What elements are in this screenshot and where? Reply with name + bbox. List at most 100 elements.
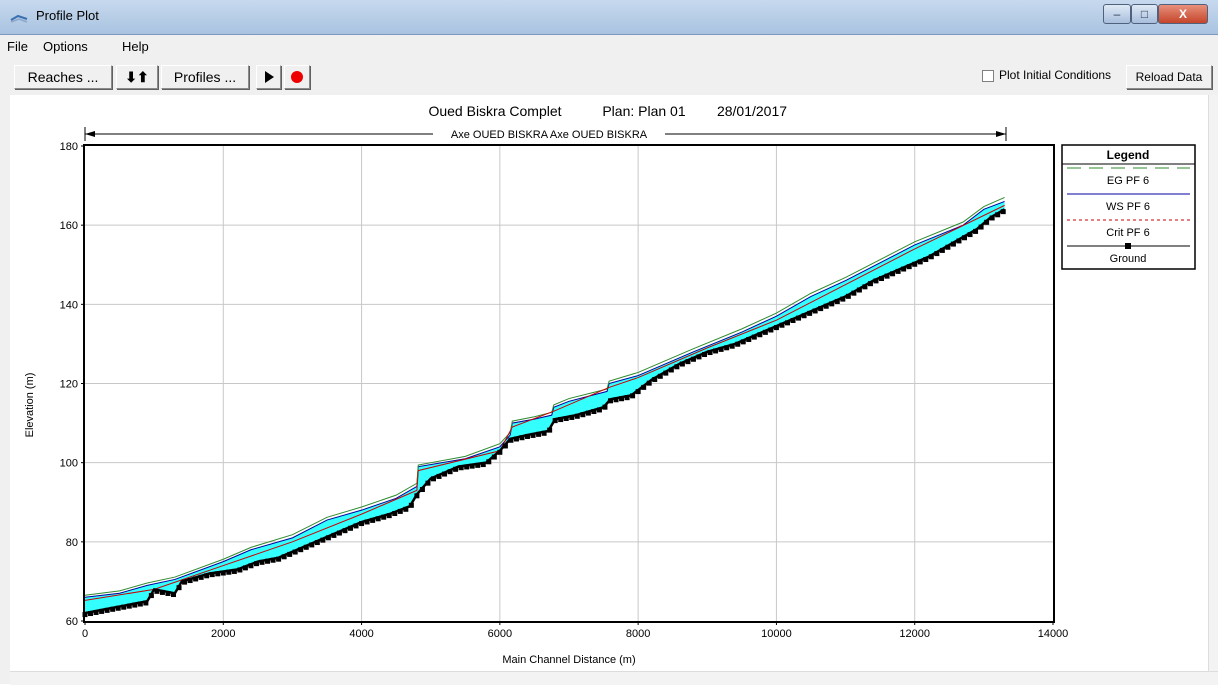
ground-marker (342, 528, 348, 534)
ground-marker (292, 549, 298, 555)
ground-marker (845, 293, 851, 299)
ground-marker (867, 281, 873, 287)
ground-marker (746, 336, 752, 342)
ground-marker (331, 532, 337, 538)
ground-marker (873, 278, 879, 284)
ground-marker (408, 502, 414, 508)
ground-marker (397, 508, 403, 514)
ground-marker (956, 238, 962, 244)
menu-file[interactable]: File (7, 39, 28, 54)
legend-marker (1125, 243, 1131, 249)
ground-marker (967, 232, 973, 238)
reaches-button[interactable]: Reaches ... (14, 65, 112, 89)
record-icon (291, 71, 303, 83)
ground-marker (348, 525, 354, 531)
ground-marker (635, 389, 641, 395)
ground-marker (912, 261, 918, 267)
ground-marker (265, 558, 271, 564)
ground-marker (624, 395, 630, 401)
ground-marker (320, 537, 326, 543)
legend-title: Legend (1107, 148, 1150, 162)
ground-marker (934, 251, 940, 257)
ground-marker (995, 212, 1001, 218)
ground-marker (1000, 209, 1006, 215)
y-tick-label: 60 (66, 616, 78, 628)
ground-marker (652, 376, 658, 382)
close-button[interactable]: X (1158, 4, 1208, 24)
reload-data-button[interactable]: Reload Data (1126, 65, 1212, 89)
ground-marker (751, 334, 757, 340)
ground-marker (602, 404, 608, 410)
ground-marker (884, 273, 890, 279)
y-tick-label: 140 (60, 299, 78, 311)
ground-marker (231, 568, 237, 574)
ground-marker (735, 341, 741, 347)
ground-marker (690, 356, 696, 362)
ground-marker (132, 602, 138, 608)
ground-marker (525, 433, 531, 439)
ground-marker (364, 519, 370, 525)
app-icon (10, 14, 28, 23)
ground-marker (486, 459, 492, 465)
ground-marker (945, 244, 951, 250)
ground-marker (530, 432, 536, 438)
ground-marker (353, 523, 359, 529)
ground-marker (558, 417, 564, 423)
ground-marker (137, 601, 143, 607)
minimize-button[interactable]: – (1103, 4, 1131, 24)
ground-marker (724, 345, 730, 351)
record-button[interactable] (284, 65, 310, 89)
ground-marker (801, 313, 807, 319)
ground-marker (403, 506, 409, 512)
ground-marker (879, 276, 885, 282)
ground-marker (591, 409, 597, 415)
x-tick-label: 6000 (488, 628, 512, 640)
x-tick-label: 4000 (349, 628, 373, 640)
ground-marker (193, 576, 199, 582)
menu-options[interactable]: Options (43, 39, 88, 54)
horizontal-scrollbar[interactable] (10, 671, 1218, 685)
ground-marker (834, 298, 840, 304)
legend: Legend EG PF 6 WS PF 6 Crit PF 6 Ground (1061, 144, 1196, 270)
ground-marker (784, 320, 790, 326)
plot-frame (83, 144, 1055, 623)
ground-marker (171, 592, 177, 598)
ground-marker (253, 561, 259, 567)
ground-marker (851, 290, 857, 296)
series-line-eg-pf-6 (84, 197, 1005, 596)
x-tick-label: 0 (82, 628, 88, 640)
ground-marker (901, 266, 907, 272)
menu-help[interactable]: Help (122, 39, 149, 54)
ground-marker (856, 287, 862, 293)
ground-marker (209, 572, 215, 578)
ground-marker (580, 412, 586, 418)
ground-marker (773, 325, 779, 331)
ground-marker (336, 530, 342, 536)
vertical-scrollbar[interactable] (1208, 95, 1218, 671)
ground-marker (718, 346, 724, 352)
ground-marker (93, 609, 99, 615)
play-icon (264, 71, 274, 83)
ground-marker (453, 466, 459, 472)
ground-marker (220, 570, 226, 576)
ground-marker (646, 380, 652, 386)
ground-marker (182, 579, 188, 585)
y-tick-label: 100 (60, 458, 78, 470)
series-line-crit-pf-6 (84, 204, 1005, 601)
ground-marker (552, 418, 558, 424)
ground-marker (442, 471, 448, 477)
ground-marker (961, 235, 967, 241)
x-tick-label: 2000 (211, 628, 235, 640)
ground-marker (702, 352, 708, 358)
up-down-arrows-button[interactable]: ⬇⬆ (116, 65, 158, 89)
profiles-button[interactable]: Profiles ... (161, 65, 249, 89)
maximize-button[interactable]: □ (1131, 4, 1158, 24)
x-tick-label: 12000 (899, 628, 930, 640)
play-button[interactable] (256, 65, 281, 89)
ground-marker (685, 359, 691, 365)
x-tick-label: 8000 (626, 628, 650, 640)
ground-marker (359, 521, 365, 527)
plot-initial-conditions-checkbox[interactable] (982, 70, 994, 82)
ground-marker (491, 454, 497, 460)
ground-marker (818, 306, 824, 312)
